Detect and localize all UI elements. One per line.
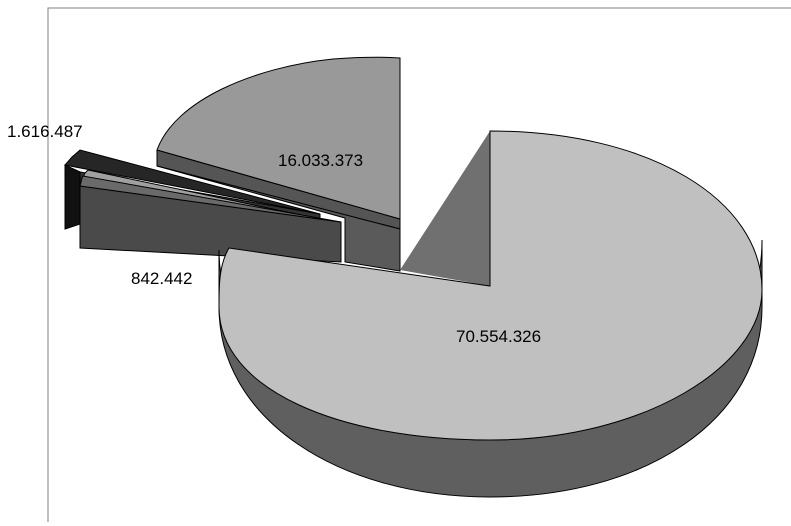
pie-slice-3 <box>156 56 401 272</box>
data-label-70554326: 70.554.326 <box>456 327 541 346</box>
data-label-842442: 842.442 <box>131 269 192 288</box>
pie-slice-3-side-front <box>156 165 401 272</box>
data-label-16033373: 16.033.373 <box>278 151 363 170</box>
pie-slice-0-cut-face <box>400 131 490 286</box>
pie-slice-2-top <box>64 149 321 215</box>
pie-slice-0 <box>218 130 763 498</box>
pie-slice-1 <box>79 175 342 263</box>
pie-slice-0-top <box>218 130 763 441</box>
data-label-1616487: 1.616.487 <box>7 122 83 141</box>
plot-area-frame <box>47 7 791 522</box>
pie-slice-1-top <box>79 175 342 223</box>
pie-slice-2-side <box>64 164 81 230</box>
pie-slice-3-top <box>156 56 401 220</box>
